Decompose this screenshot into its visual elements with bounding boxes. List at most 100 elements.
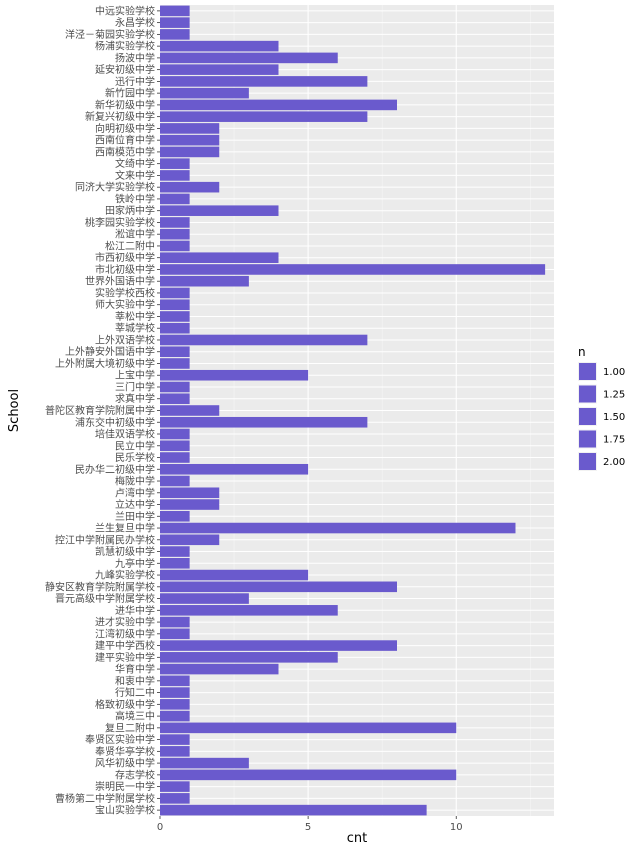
y-tick-label: 静安区教育学院附属学校 [45, 580, 155, 593]
bar [160, 546, 190, 557]
bar [160, 146, 220, 158]
bar [160, 593, 249, 604]
bar [160, 40, 279, 52]
y-tick-label: 建平实验中学 [95, 651, 155, 664]
y-tick-label: 兰田中学 [115, 510, 155, 523]
legend-swatch [579, 363, 596, 380]
bar [160, 158, 190, 169]
legend-swatch [579, 430, 596, 448]
bar [160, 475, 190, 487]
bar [160, 734, 190, 745]
bar [160, 181, 220, 193]
bar [160, 205, 279, 216]
bar [160, 193, 190, 205]
legend-label: 1.75 [603, 435, 625, 446]
y-tick-label: 延安初级中学 [95, 63, 155, 76]
bar [160, 534, 220, 546]
bar [160, 440, 190, 452]
bar [160, 240, 190, 252]
y-tick-label: 淞谊中学 [115, 228, 155, 241]
bar [160, 452, 190, 463]
y-tick-label: 迅行中学 [115, 75, 155, 88]
bar [160, 699, 190, 710]
bar [160, 769, 457, 781]
bar [160, 569, 309, 581]
y-tick-label: 格致初级中学 [95, 698, 155, 711]
y-tick-label: 卢湾中学 [115, 486, 155, 499]
y-tick-label: 行知二中 [115, 686, 155, 699]
y-tick-label: 江湾初级中学 [95, 627, 155, 640]
y-tick-label: 进才实验中学 [95, 616, 155, 629]
legend-label: 1.25 [603, 390, 625, 401]
bar [160, 228, 190, 240]
y-tick-label: 西南位育中学 [95, 134, 155, 147]
x-axis-title: cnt [347, 831, 367, 846]
y-tick-label: 浦东交中初级中学 [75, 416, 155, 429]
y-tick-label: 华育中学 [115, 663, 155, 676]
bar [160, 640, 397, 651]
y-tick-label: 兰生复旦中学 [95, 522, 155, 535]
y-tick-label: 九峰实验学校 [95, 569, 155, 582]
legend-label: 2.00 [603, 457, 625, 468]
bar [160, 487, 220, 499]
y-tick-label: 民办华二初级中学 [75, 463, 155, 476]
x-tick-label: 5 [305, 822, 311, 833]
bar [160, 558, 190, 569]
x-tick-label: 0 [157, 822, 163, 833]
bar [160, 299, 190, 311]
y-tick-label: 世界外国语中学 [85, 275, 155, 288]
bar [160, 405, 220, 416]
bar [160, 522, 516, 534]
y-tick-label: 求真中学 [115, 392, 155, 405]
bar [160, 334, 368, 346]
bar [160, 393, 190, 405]
bar [160, 793, 190, 804]
y-tick-label: 实验学校西校 [95, 286, 155, 299]
y-tick-label: 梅陇中学 [115, 475, 155, 488]
bar [160, 581, 397, 593]
y-tick-label: 复旦二附中 [105, 721, 155, 734]
y-tick-label: 普陀区教育学院附属中学 [45, 404, 155, 417]
bar [160, 710, 190, 722]
y-tick-label: 风华初级中学 [95, 757, 155, 770]
legend-swatch [579, 453, 596, 470]
bar [160, 369, 309, 381]
bar [160, 628, 190, 640]
bar [160, 252, 279, 263]
bars [160, 5, 546, 816]
legend-swatch [579, 408, 596, 425]
bar [160, 17, 190, 28]
y-tick-label: 田家炳中学 [105, 204, 155, 217]
bar [160, 99, 397, 111]
bar [160, 616, 190, 628]
y-tick-label: 文绮中学 [115, 157, 155, 170]
bar [160, 605, 338, 616]
y-tick-label: 三门中学 [115, 380, 155, 393]
y-tick-label: 存志学校 [115, 768, 155, 781]
x-tick-labels: 0 5 10 [157, 816, 463, 833]
y-tick-label: 文来中学 [115, 169, 155, 182]
bar [160, 463, 309, 475]
bar [160, 346, 190, 358]
y-tick-label: 中远实验学校 [95, 4, 155, 17]
y-tick-label: 新竹园中学 [105, 87, 155, 100]
y-tick-label: 莘城学校 [115, 322, 155, 335]
y-tick-label: 立达中学 [115, 498, 155, 511]
y-tick-label: 桃李园实验学校 [85, 216, 155, 229]
y-tick-label: 莘松中学 [115, 310, 155, 323]
y-tick-label: 建平中学西校 [95, 639, 155, 652]
bar [160, 652, 338, 663]
bar [160, 264, 546, 275]
bar [160, 29, 190, 40]
y-tick-label: 上外附属大境初级中学 [55, 357, 155, 370]
y-tick-label: 上外静安外国语中学 [65, 345, 155, 358]
legend-label: 1.00 [603, 367, 625, 378]
bar [160, 510, 190, 522]
bar [160, 687, 190, 698]
y-tick-label: 市西初级中学 [95, 251, 155, 264]
bar [160, 746, 190, 757]
y-tick-label: 九亭中学 [115, 557, 155, 570]
y-tick-label: 上宝中学 [115, 369, 155, 382]
bar [160, 322, 190, 334]
